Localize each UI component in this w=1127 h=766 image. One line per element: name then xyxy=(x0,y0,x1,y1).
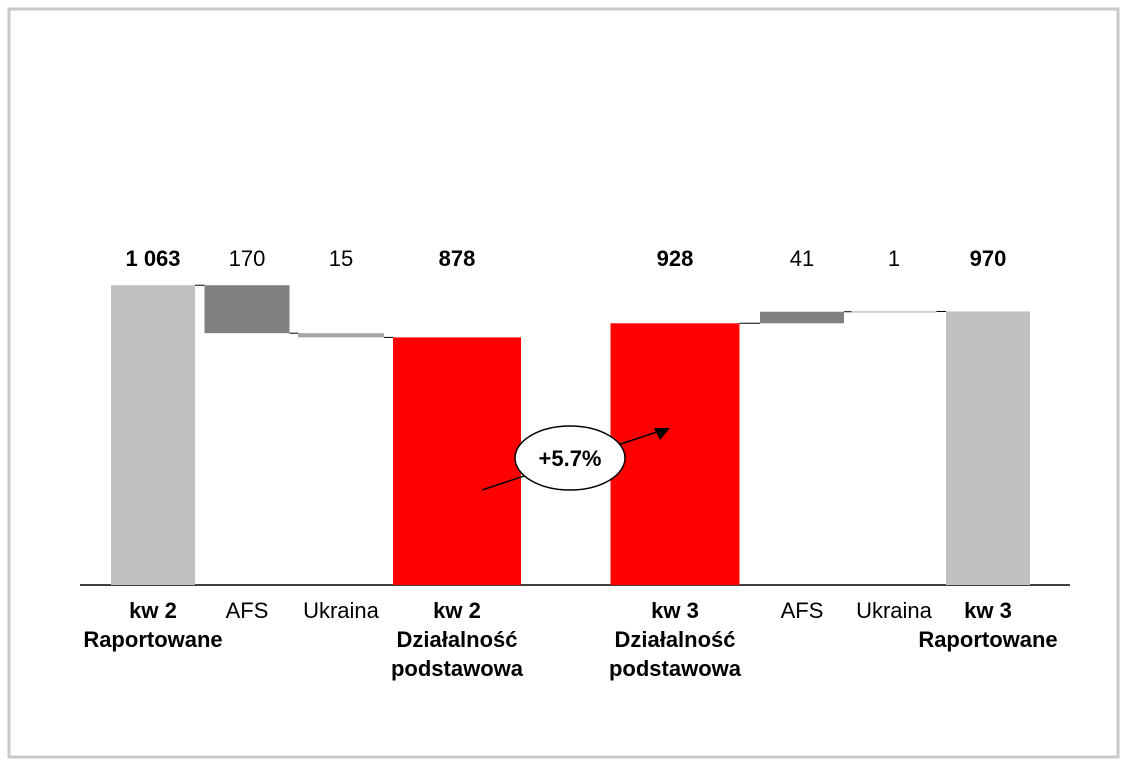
annotation: +5.7% xyxy=(539,446,602,471)
x-tick-label: podstawowa xyxy=(391,656,524,681)
x-tick-label: podstawowa xyxy=(609,656,742,681)
x-tick-label: kw 2 xyxy=(433,598,481,623)
value-label: 41 xyxy=(790,246,814,271)
value-label: 928 xyxy=(657,246,694,271)
value-label: 15 xyxy=(329,246,353,271)
x-tick-label: kw 3 xyxy=(651,598,699,623)
annotation-ellipse xyxy=(514,425,626,491)
x-tick-label: Działalność xyxy=(614,627,735,652)
value-label: 1 063 xyxy=(125,246,180,271)
value-label: 170 xyxy=(229,246,266,271)
arrow-head xyxy=(654,428,670,440)
value-label: 1 xyxy=(888,246,900,271)
bar xyxy=(946,311,1030,585)
x-tick-label: Raportowane xyxy=(918,627,1057,652)
x-tick-label: kw 2 xyxy=(129,598,177,623)
bar xyxy=(851,311,937,313)
x-tick-label: AFS xyxy=(781,598,824,623)
bar xyxy=(298,333,384,338)
bar xyxy=(760,311,844,324)
x-tick-label: Ukraina xyxy=(856,598,933,623)
x-tick-label: AFS xyxy=(226,598,269,623)
bar xyxy=(204,285,290,334)
x-tick-label: kw 3 xyxy=(964,598,1012,623)
annotation-group: +5.7% xyxy=(481,425,670,491)
value-label: 878 xyxy=(439,246,476,271)
x-tick-label: Ukraina xyxy=(303,598,380,623)
bar xyxy=(111,285,195,585)
value-label: 970 xyxy=(970,246,1007,271)
bar xyxy=(610,323,740,585)
bar xyxy=(393,337,521,585)
x-tick-label: Raportowane xyxy=(83,627,222,652)
x-tick-label: Działalność xyxy=(396,627,517,652)
